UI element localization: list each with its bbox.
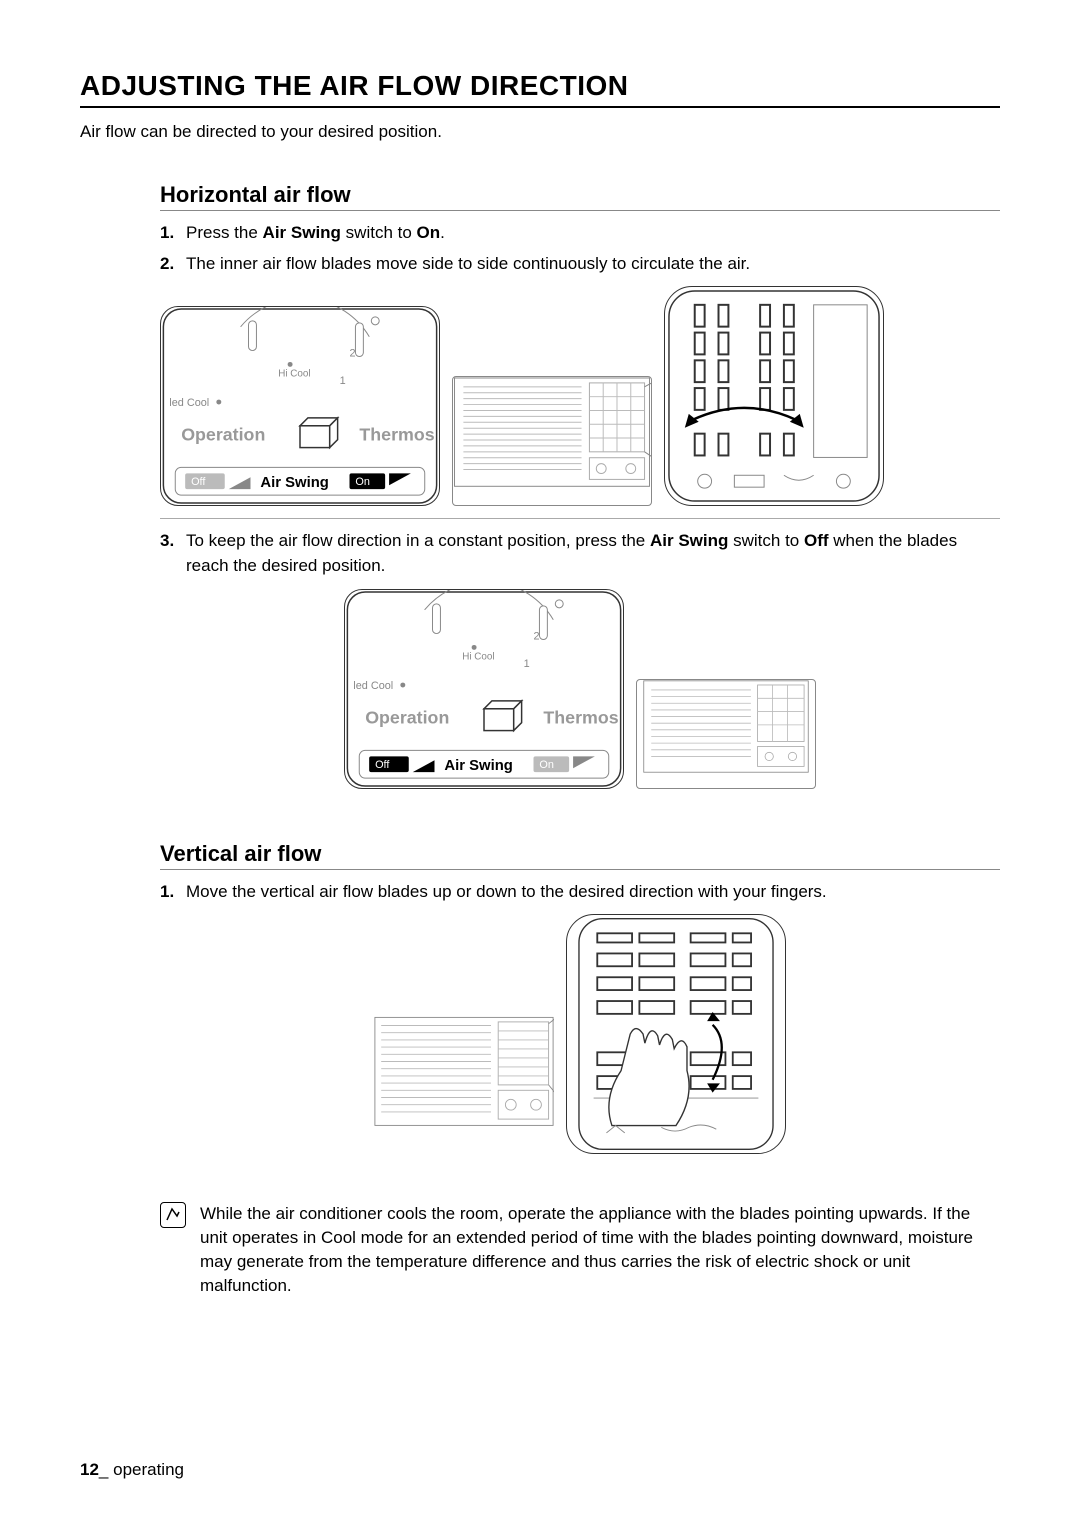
svg-text:led Cool: led Cool bbox=[353, 680, 393, 692]
note-block: While the air conditioner cools the room… bbox=[160, 1202, 1000, 1297]
vertical-step-1: Move the vertical air flow blades up or … bbox=[160, 880, 1000, 905]
unit-diagram-3 bbox=[374, 1014, 554, 1154]
louver-hand-diagram bbox=[566, 914, 786, 1154]
svg-text:Off: Off bbox=[191, 476, 206, 488]
note-icon bbox=[160, 1202, 186, 1228]
svg-text:On: On bbox=[539, 759, 554, 771]
unit-diagram bbox=[452, 376, 652, 506]
horizontal-section: Horizontal air flow Press the Air Swing … bbox=[160, 182, 1000, 801]
figure-vertical bbox=[160, 914, 1000, 1166]
horizontal-step-2: The inner air flow blades move side to s… bbox=[160, 252, 1000, 277]
svg-text:1: 1 bbox=[340, 376, 346, 388]
figure-horizontal-on: 2 1 Hi Cool led Cool Operation Thermos bbox=[160, 286, 1000, 519]
page-title: ADJUSTING THE AIR FLOW DIRECTION bbox=[80, 70, 1000, 108]
svg-text:Operation: Operation bbox=[365, 707, 449, 727]
horizontal-step-3: To keep the air flow direction in a cons… bbox=[160, 529, 1000, 578]
svg-text:Off: Off bbox=[375, 759, 390, 771]
svg-text:Air Swing: Air Swing bbox=[260, 475, 328, 491]
svg-text:On: On bbox=[355, 476, 370, 488]
figure-horizontal-off: 2 1 Hi Cool led Cool Operation Thermos O… bbox=[160, 589, 1000, 801]
vertical-heading: Vertical air flow bbox=[160, 841, 1000, 870]
svg-text:Operation: Operation bbox=[181, 425, 265, 445]
page-footer: 12_ operating bbox=[80, 1460, 184, 1480]
horizontal-heading: Horizontal air flow bbox=[160, 182, 1000, 211]
svg-text:Air Swing: Air Swing bbox=[444, 758, 512, 774]
svg-text:led Cool: led Cool bbox=[169, 397, 209, 409]
control-panel-off-diagram: 2 1 Hi Cool led Cool Operation Thermos O… bbox=[344, 589, 624, 789]
svg-text:Thermos: Thermos bbox=[543, 707, 618, 727]
horizontal-step-1: Press the Air Swing switch to On. bbox=[160, 221, 1000, 246]
vertical-section: Vertical air flow Move the vertical air … bbox=[160, 841, 1000, 1167]
svg-text:1: 1 bbox=[524, 658, 530, 670]
control-panel-on-diagram: 2 1 Hi Cool led Cool Operation Thermos bbox=[160, 306, 440, 506]
note-text: While the air conditioner cools the room… bbox=[200, 1202, 1000, 1297]
intro-text: Air flow can be directed to your desired… bbox=[80, 122, 1000, 142]
svg-text:Hi Cool: Hi Cool bbox=[462, 651, 494, 662]
svg-text:Thermos: Thermos bbox=[359, 425, 434, 445]
unit-diagram-2 bbox=[636, 679, 816, 789]
svg-text:2: 2 bbox=[534, 630, 540, 642]
louver-zoom-swing-diagram bbox=[664, 286, 884, 506]
svg-text:Hi Cool: Hi Cool bbox=[278, 369, 310, 380]
svg-text:2: 2 bbox=[350, 348, 356, 360]
